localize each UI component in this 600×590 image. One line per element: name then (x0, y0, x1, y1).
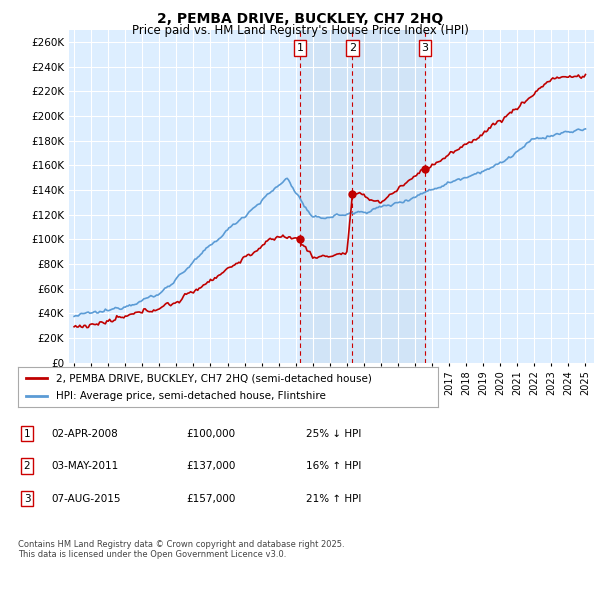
Text: 3: 3 (421, 43, 428, 53)
Text: 3: 3 (23, 494, 31, 503)
Text: £157,000: £157,000 (186, 494, 235, 503)
Text: Price paid vs. HM Land Registry's House Price Index (HPI): Price paid vs. HM Land Registry's House … (131, 24, 469, 37)
Bar (300, 30, 425, 363)
Text: 03-MAY-2011: 03-MAY-2011 (51, 461, 118, 471)
Text: 2: 2 (349, 43, 356, 53)
Text: Contains HM Land Registry data © Crown copyright and database right 2025.
This d: Contains HM Land Registry data © Crown c… (18, 540, 344, 559)
Text: 2, PEMBA DRIVE, BUCKLEY, CH7 2HQ (semi-detached house): 2, PEMBA DRIVE, BUCKLEY, CH7 2HQ (semi-d… (56, 373, 371, 384)
Text: 02-APR-2008: 02-APR-2008 (51, 429, 118, 438)
Text: 07-AUG-2015: 07-AUG-2015 (51, 494, 121, 503)
Text: 16% ↑ HPI: 16% ↑ HPI (306, 461, 361, 471)
Text: 1: 1 (296, 43, 304, 53)
Text: 2, PEMBA DRIVE, BUCKLEY, CH7 2HQ: 2, PEMBA DRIVE, BUCKLEY, CH7 2HQ (157, 12, 443, 26)
Text: £100,000: £100,000 (186, 429, 235, 438)
Text: HPI: Average price, semi-detached house, Flintshire: HPI: Average price, semi-detached house,… (56, 391, 326, 401)
Text: 1: 1 (23, 429, 31, 438)
Text: 21% ↑ HPI: 21% ↑ HPI (306, 494, 361, 503)
Text: 25% ↓ HPI: 25% ↓ HPI (306, 429, 361, 438)
Text: £137,000: £137,000 (186, 461, 235, 471)
Text: 2: 2 (23, 461, 31, 471)
